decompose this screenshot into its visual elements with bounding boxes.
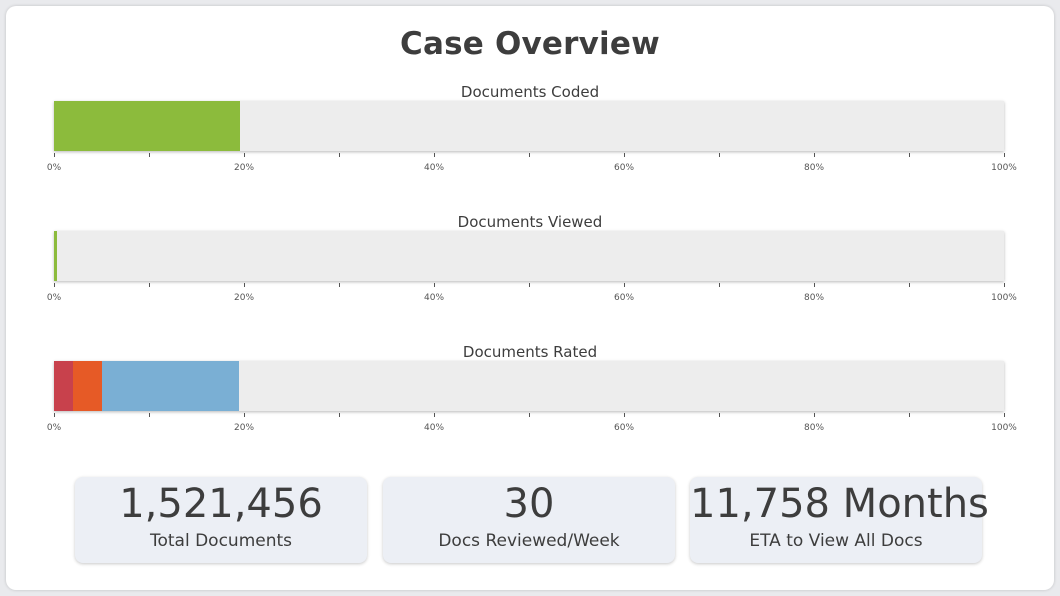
stat-value: 11,758 Months [690, 481, 989, 527]
axis-tick-label: 80% [803, 293, 825, 303]
progress-track [54, 361, 1004, 411]
axis-tick [434, 283, 435, 287]
stat-docs-reviewed-week: 30 Docs Reviewed/Week [383, 477, 675, 563]
axis-tick-label: 40% [423, 423, 445, 433]
progress-track [54, 101, 1004, 151]
axis-tick [149, 413, 150, 417]
stat-label: Docs Reviewed/Week [438, 531, 620, 551]
axis-tick [529, 153, 530, 157]
axis-tick [814, 283, 815, 287]
stat-eta-view-all: 11,758 Months ETA to View All Docs [690, 477, 989, 563]
axis-tick [909, 413, 910, 417]
axis-tick [1004, 413, 1005, 417]
axis-tick [624, 283, 625, 287]
progress-track [54, 231, 1004, 281]
axis-tick [339, 283, 340, 287]
axis-tick [149, 283, 150, 287]
progress-segment-1 [54, 101, 241, 151]
case-overview-card: Case Overview Documents Coded 0% 20% 40% 60… [6, 6, 1054, 590]
axis-tick-label: 40% [423, 293, 445, 303]
axis-tick [529, 413, 530, 417]
axis-tick-label: 20% [233, 293, 255, 303]
axis-tick-label: 60% [613, 163, 635, 173]
axis-tick [339, 153, 340, 157]
axis-tick [529, 283, 530, 287]
axis-tick-label: 80% [803, 163, 825, 173]
axis-tick [1004, 153, 1005, 157]
page-title: Case Overview [400, 26, 660, 62]
stat-label: Total Documents [149, 531, 293, 551]
axis-tick-label: 0% [46, 293, 62, 303]
axis-tick [1004, 283, 1005, 287]
axis-tick [814, 413, 815, 417]
axis-tick [814, 153, 815, 157]
axis-tick [244, 283, 245, 287]
axis-tick [339, 413, 340, 417]
chart-documents-coded: Documents Coded 0% 20% 40% 60% 80% 100% [6, 83, 1054, 193]
axis-tick [719, 283, 720, 287]
axis-tick [434, 413, 435, 417]
chart-title: Documents Rated [462, 343, 598, 361]
axis-tick [624, 153, 625, 157]
chart-title: Documents Coded [460, 83, 600, 101]
progress-segment-1 [54, 231, 57, 281]
axis-tick [624, 413, 625, 417]
axis-tick [54, 153, 55, 157]
stat-label: ETA to View All Docs [749, 531, 923, 551]
axis-tick-label: 40% [423, 163, 445, 173]
axis-tick-label: 100% [991, 293, 1017, 303]
axis-tick-label: 20% [233, 423, 255, 433]
axis-tick-label: 100% [991, 163, 1017, 173]
stat-value: 1,521,456 [119, 481, 323, 527]
chart-documents-viewed: Documents Viewed 0% 20% 40% 60% 80% 100% [6, 213, 1054, 323]
axis-tick [909, 153, 910, 157]
axis-tick [434, 153, 435, 157]
axis-tick-label: 0% [46, 423, 62, 433]
axis-tick-label: 100% [991, 423, 1017, 433]
progress-segment-2 [73, 361, 102, 411]
axis-tick [54, 283, 55, 287]
chart-documents-rated: Documents Rated 0% 20% 40% 60% 80% 100% [6, 343, 1054, 453]
axis-tick-label: 0% [46, 163, 62, 173]
axis-tick [719, 153, 720, 157]
stat-total-documents: 1,521,456 Total Documents [75, 477, 367, 563]
axis-tick [719, 413, 720, 417]
axis-tick [244, 413, 245, 417]
axis-tick-label: 60% [613, 423, 635, 433]
stat-value: 30 [503, 481, 555, 527]
axis-tick [54, 413, 55, 417]
axis-tick-label: 80% [803, 423, 825, 433]
axis-tick [909, 283, 910, 287]
axis-tick [244, 153, 245, 157]
axis-tick-label: 20% [233, 163, 255, 173]
axis-tick [149, 153, 150, 157]
progress-segment-1 [54, 361, 73, 411]
chart-title: Documents Viewed [457, 213, 603, 231]
axis-tick-label: 60% [613, 293, 635, 303]
progress-segment-3 [101, 361, 240, 411]
